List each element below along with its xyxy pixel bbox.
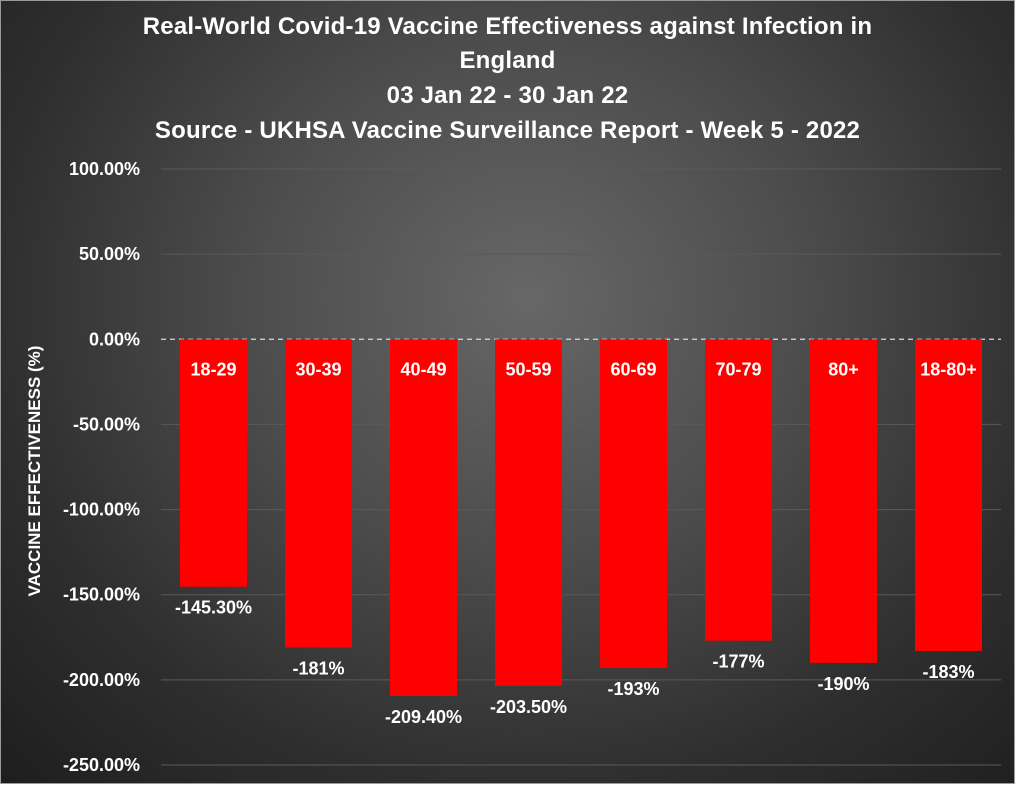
value-label: -181% [292,659,344,679]
category-label: 50-59 [505,359,551,379]
y-tick-label: 100.00% [69,159,140,179]
chart-title-line-2: England [459,47,556,74]
chart-date-range: 03 Jan 22 - 30 Jan 22 [386,82,629,109]
category-label: 40-49 [400,359,446,379]
bar-18-29 [180,339,247,587]
bar-40-49 [390,339,457,696]
y-tick-label: -100.00% [63,500,140,520]
value-label: -177% [712,652,764,672]
y-tick-label: 50.00% [79,244,140,264]
category-label: 30-39 [295,359,341,379]
y-tick-label: -200.00% [63,670,140,690]
bar-50-59 [495,339,562,686]
category-label: 18-29 [190,359,236,379]
bar-60-69 [600,339,667,668]
value-label: -145.30% [175,598,252,618]
chart-title-line-1: Real-World Covid-19 Vaccine Effectivenes… [142,13,873,40]
bar-80+ [810,339,877,663]
bar-18-80+ [915,339,982,651]
category-label: 18-80+ [920,359,977,379]
category-label: 80+ [828,359,859,379]
value-label: -183% [922,662,974,682]
value-label: -190% [817,674,869,694]
value-label: -193% [607,679,659,699]
bar-30-39 [285,339,352,648]
category-label: 60-69 [610,359,656,379]
y-tick-label: -50.00% [73,414,140,434]
chart-source-line: Source - UKHSA Vaccine Surveillance Repo… [154,117,861,144]
category-label: 70-79 [715,359,761,379]
value-label: -209.40% [385,707,462,727]
y-tick-label: 0.00% [89,329,140,349]
y-tick-label: -150.00% [63,585,140,605]
bar-70-79 [705,339,772,641]
y-tick-label: -250.00% [63,755,140,775]
value-label: -203.50% [490,697,567,717]
y-axis-title: VACCINE EFFECTIVENESS (%) [25,346,44,597]
